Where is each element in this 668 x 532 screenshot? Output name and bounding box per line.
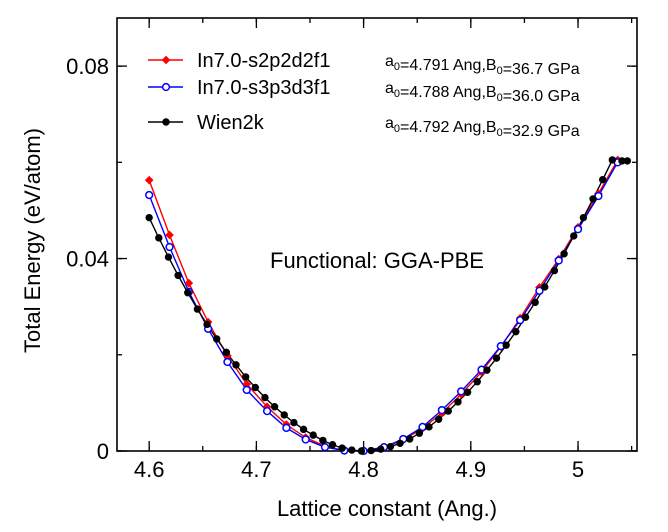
series-2-point — [386, 442, 395, 451]
legend-params: a0=4.791 Ang,B0=36.7 GPa — [385, 53, 580, 78]
series-2-point — [280, 411, 288, 419]
y-tick-label: 0 — [97, 439, 109, 464]
series-1-point — [437, 405, 447, 415]
legend-marker — [162, 118, 170, 126]
series-2-point — [377, 445, 385, 453]
series-line-0 — [148, 159, 619, 452]
series-2-point — [270, 403, 279, 411]
series-2-point — [434, 415, 443, 423]
series-2-point — [483, 366, 491, 374]
series-1-point — [282, 423, 291, 433]
series-2-point — [502, 341, 510, 349]
series-2-point — [155, 234, 163, 242]
series-2-point — [222, 348, 231, 357]
series-2-point — [174, 271, 182, 280]
series-0-point — [144, 175, 154, 185]
series-1-point — [554, 256, 563, 265]
series-2-point — [444, 407, 452, 415]
y-axis-label: Total Energy (eV/atom) — [20, 128, 45, 353]
series-2-point — [550, 266, 559, 275]
series-2-point — [492, 354, 501, 362]
series-2-point — [463, 388, 472, 397]
series-1-point — [535, 286, 544, 295]
series-1-point — [145, 190, 154, 200]
series-1-point — [320, 443, 330, 452]
series-2-point — [406, 435, 414, 443]
series-2-point — [367, 446, 375, 455]
series-2-point — [290, 418, 298, 427]
series-2-point — [261, 393, 269, 402]
series-2-point — [623, 157, 632, 165]
series-1-point — [418, 422, 427, 432]
legend-marker — [161, 82, 171, 92]
series-1-point — [223, 357, 232, 367]
y-tick-label: 0.04 — [66, 247, 109, 272]
series-2-point — [570, 232, 578, 240]
series-1-point — [573, 225, 583, 234]
series-2-point — [164, 253, 173, 261]
series-2-point — [184, 289, 192, 297]
series-1-point — [301, 435, 310, 444]
y-tick-label: 0.08 — [66, 54, 109, 79]
series-1-point — [262, 406, 272, 416]
series-2-point — [560, 250, 568, 258]
legend: In7.0-s2p2d2f1 a0=4.791 Ang,B0=36.7 GPaIn… — [148, 50, 580, 140]
series-lines — [148, 159, 628, 452]
series-2-point — [338, 444, 346, 452]
x-axis-label: Lattice constant (Ang.) — [277, 496, 497, 521]
series-2-point — [531, 298, 539, 307]
series-2-point — [396, 439, 404, 448]
series-2-point — [213, 335, 221, 343]
series-1-point — [242, 385, 251, 395]
series-1-point — [165, 242, 174, 252]
series-2-point — [454, 398, 462, 406]
series-2-point — [473, 378, 481, 386]
series-2-point — [328, 441, 337, 449]
series-2-point — [232, 361, 240, 369]
series-2-point — [425, 423, 433, 431]
series-markers — [144, 155, 632, 456]
series-2-point — [193, 305, 202, 313]
legend-label: Wien2k — [197, 112, 265, 134]
series-0-point — [165, 230, 174, 240]
series-line-1 — [148, 161, 619, 452]
legend-label: In7.0-s3p3d3f1 — [197, 77, 330, 99]
series-2-point — [309, 431, 317, 439]
series-2-point — [203, 320, 211, 329]
functional-annotation: Functional: GGA-PBE — [270, 248, 484, 273]
legend-entry-1: In7.0-s3p3d3f1 a0=4.788 Ang,B0=36.0 GPa — [148, 77, 580, 105]
series-2-point — [579, 213, 588, 222]
legend-entry-2: Wien2k a0=4.792 Ang,B0=32.9 GPa — [148, 112, 580, 140]
series-2-point — [541, 283, 549, 291]
series-2-point — [589, 195, 597, 203]
series-2-point — [319, 436, 327, 445]
series-2-point — [348, 446, 356, 454]
legend-params: a0=4.792 Ang,B0=32.9 GPa — [385, 115, 580, 140]
series-2-point — [299, 425, 308, 434]
series-2-point — [512, 327, 520, 336]
x-tick-label: 5 — [572, 457, 584, 482]
x-tick-label: 4.8 — [348, 457, 379, 482]
series-2-point — [145, 213, 153, 222]
series-2-point — [415, 429, 424, 437]
series-0-point — [184, 278, 194, 288]
plot-frame — [116, 17, 638, 452]
legend-label: In7.0-s2p2d2f1 — [197, 50, 330, 72]
legend-entry-0: In7.0-s2p2d2f1 a0=4.791 Ang,B0=36.7 GPa — [148, 50, 580, 78]
series-2-point — [521, 313, 530, 321]
legend-params: a0=4.788 Ang,B0=36.0 GPa — [385, 80, 580, 105]
series-2-point — [251, 383, 260, 392]
series-2-point — [241, 373, 250, 381]
x-tick-label: 4.7 — [241, 457, 272, 482]
series-2-point — [357, 447, 366, 455]
x-tick-label: 4.9 — [456, 457, 487, 482]
x-tick-label: 4.6 — [134, 457, 165, 482]
series-2-point — [608, 156, 617, 164]
series-line-2 — [148, 159, 628, 452]
legend-marker — [161, 55, 171, 65]
axis-ticks: 4.6 4.7 4.8 4.9 5 0 0.04 0.08 — [66, 18, 637, 482]
series-2-point — [598, 175, 607, 184]
series-1-point — [457, 387, 466, 396]
